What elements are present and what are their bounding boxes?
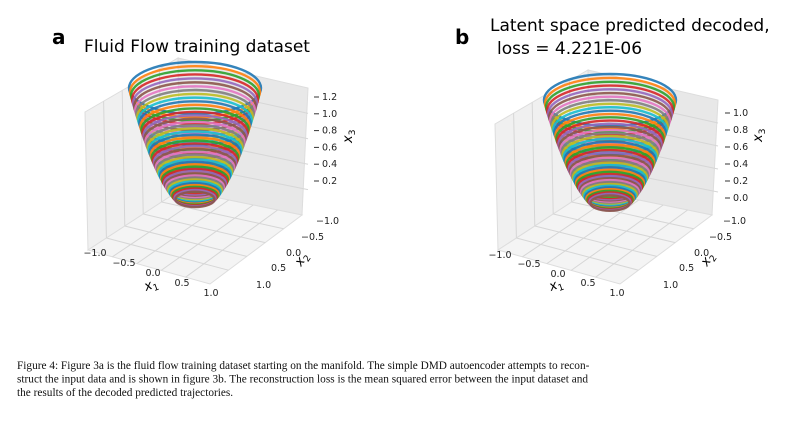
x2-tick-label: −1.0 (723, 216, 746, 227)
x1-tick-label: 0.5 (580, 278, 595, 289)
grid (546, 199, 640, 265)
x1-tick-label: −0.5 (112, 258, 135, 269)
trajectory (162, 169, 228, 197)
x2-tick-label: −0.5 (709, 232, 732, 243)
caption-line: Figure 4: Figure 3a is the fluid flow tr… (17, 360, 590, 372)
grid (534, 225, 657, 257)
x2-tick-label: 1.0 (256, 280, 271, 291)
x2-tick-label: −0.5 (301, 232, 324, 243)
axis-label: x3 (341, 130, 358, 144)
x3-tick-label: 0.6 (322, 142, 337, 153)
grid (531, 102, 536, 227)
axis-label-base: x (341, 135, 356, 144)
grid (570, 204, 664, 271)
x3-tick-label: 0.0 (733, 193, 748, 204)
panel-letter: b (455, 25, 469, 49)
x3-tick-label: 0.2 (733, 176, 748, 187)
caption-line: the results of the decoded predicted tra… (17, 387, 233, 399)
grid (161, 201, 284, 230)
trajectory (575, 170, 645, 200)
x3-tick-label: 1.0 (322, 109, 337, 120)
trajectory (131, 77, 259, 129)
axis-label-sub: 3 (758, 129, 768, 135)
grid (185, 209, 278, 278)
axis-label-base: x (751, 134, 766, 143)
x1-tick-label: 1.0 (203, 288, 218, 299)
grid (124, 225, 247, 257)
axis-label-sub: 2 (302, 254, 313, 264)
trajectory (129, 69, 261, 122)
trajectory (161, 167, 229, 196)
trajectory (130, 73, 260, 126)
trajectory (127, 60, 263, 116)
panel-title: Fluid Flow training dataset (84, 37, 310, 57)
x2-tick-label: −1.0 (316, 216, 339, 227)
grid (516, 237, 639, 271)
x3-tick-label: 1.2 (322, 92, 337, 103)
trajectory (163, 172, 227, 199)
grid (553, 213, 676, 244)
x1-tick-label: 0.0 (550, 269, 565, 280)
axis-label-sub: 1 (557, 283, 566, 294)
x2-tick-label: 0.5 (679, 263, 694, 274)
x3-tick-label: 0.6 (733, 142, 748, 153)
trajectory (576, 172, 644, 201)
x3-tick-label: 1.0 (733, 108, 748, 119)
grid (143, 213, 266, 244)
panel-title: loss = 4.221E-06 (497, 39, 642, 59)
x1-tick-label: 0.0 (145, 268, 160, 279)
x1-tick-label: 0.5 (174, 278, 189, 289)
trajectory (174, 190, 216, 209)
x2-tick-label: 0.0 (694, 248, 709, 259)
grid (106, 237, 229, 271)
x2-tick-label: 1.0 (663, 280, 678, 291)
axis-label-sub: 1 (152, 283, 161, 294)
axis-label: x1 (141, 276, 160, 297)
panel: a Fluid Flow training dataset−1.0−0.50.00… (52, 25, 358, 299)
grid (513, 113, 517, 239)
x3-tick-label: 0.4 (322, 159, 337, 170)
trajectory (128, 64, 262, 119)
x3-tick-label: 0.8 (322, 126, 337, 137)
grid (103, 101, 107, 239)
x1-tick-label: −1.0 (488, 250, 511, 261)
x3-tick-label: 0.4 (733, 159, 748, 170)
x3-tick-label: 0.8 (733, 125, 748, 136)
grid (595, 209, 688, 278)
trajectory (164, 174, 226, 200)
caption-line: struct the input data and is shown in fi… (17, 374, 588, 386)
axis-label-sub: 3 (348, 130, 358, 136)
grid (121, 90, 126, 227)
trajectory (589, 194, 631, 213)
x2-tick-label: 0.5 (271, 263, 286, 274)
x1-tick-label: −1.0 (83, 248, 106, 259)
trajectory (577, 174, 643, 202)
x3-tick-label: 0.2 (322, 176, 337, 187)
axis-label: x3 (751, 129, 768, 143)
x1-tick-label: 1.0 (609, 288, 624, 299)
grid (136, 199, 230, 265)
panel-letter: a (52, 25, 66, 49)
grid (160, 204, 254, 271)
x2-tick-label: 0.0 (286, 248, 301, 259)
axis-label-sub: 2 (708, 254, 719, 264)
panel: b Latent space predicted decoded, loss = 4… (455, 16, 770, 299)
panel-title: Latent space predicted decoded, (490, 16, 770, 36)
x1-tick-label: −0.5 (517, 259, 540, 270)
